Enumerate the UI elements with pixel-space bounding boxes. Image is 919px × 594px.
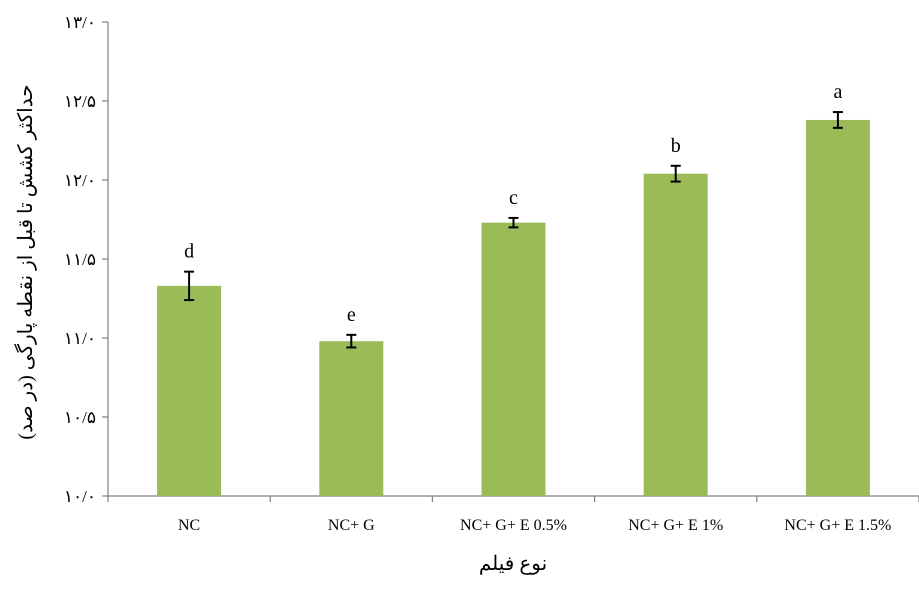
y-tick-label: ۱۰/۵ — [64, 408, 96, 427]
bars — [157, 119, 870, 497]
y-tick-label: ۱۱/۰ — [64, 329, 96, 348]
error-bars — [184, 111, 843, 349]
y-tick-label: ۱۳/۰ — [64, 13, 96, 32]
x-category-label: NC+ G+ E 0.5% — [460, 517, 567, 534]
significance-letter: c — [509, 187, 518, 209]
significance-letter: a — [833, 81, 842, 103]
bar — [481, 222, 546, 496]
significance-letter: d — [184, 241, 194, 263]
x-category-label: NC+ G — [328, 517, 375, 534]
axes: ۱۰/۰ ۱۰/۵ ۱۱/۰ ۱۱/۵ ۱۲/۰ ۱۲/۵ ۱۳/۰ — [64, 13, 919, 506]
bar — [157, 285, 222, 496]
significance-letter: e — [347, 304, 356, 326]
bar — [643, 173, 708, 496]
y-axis-title: حداکثر کشش تا قبل از نقطه پارگی (در صد) — [14, 84, 37, 439]
y-tick-label: ۱۰/۰ — [64, 487, 96, 506]
y-tick-label: ۱۲/۰ — [64, 171, 96, 190]
y-tick-label: ۱۲/۵ — [64, 92, 96, 111]
x-axis-title: نوع فیلم — [479, 553, 547, 575]
x-category-label: NC+ G+ E 1.5% — [784, 517, 891, 534]
y-tick-label: ۱۱/۵ — [64, 250, 96, 269]
significance-letter: b — [671, 135, 681, 157]
x-category-label: NC — [178, 517, 200, 534]
x-category-label: NC+ G+ E 1% — [628, 517, 723, 534]
bar — [319, 341, 384, 496]
bar — [805, 119, 870, 497]
labels: d NC e NC+ G c NC+ G+ E 0.5% b NC+ G+ E 1% a NC+ … — [178, 81, 891, 534]
